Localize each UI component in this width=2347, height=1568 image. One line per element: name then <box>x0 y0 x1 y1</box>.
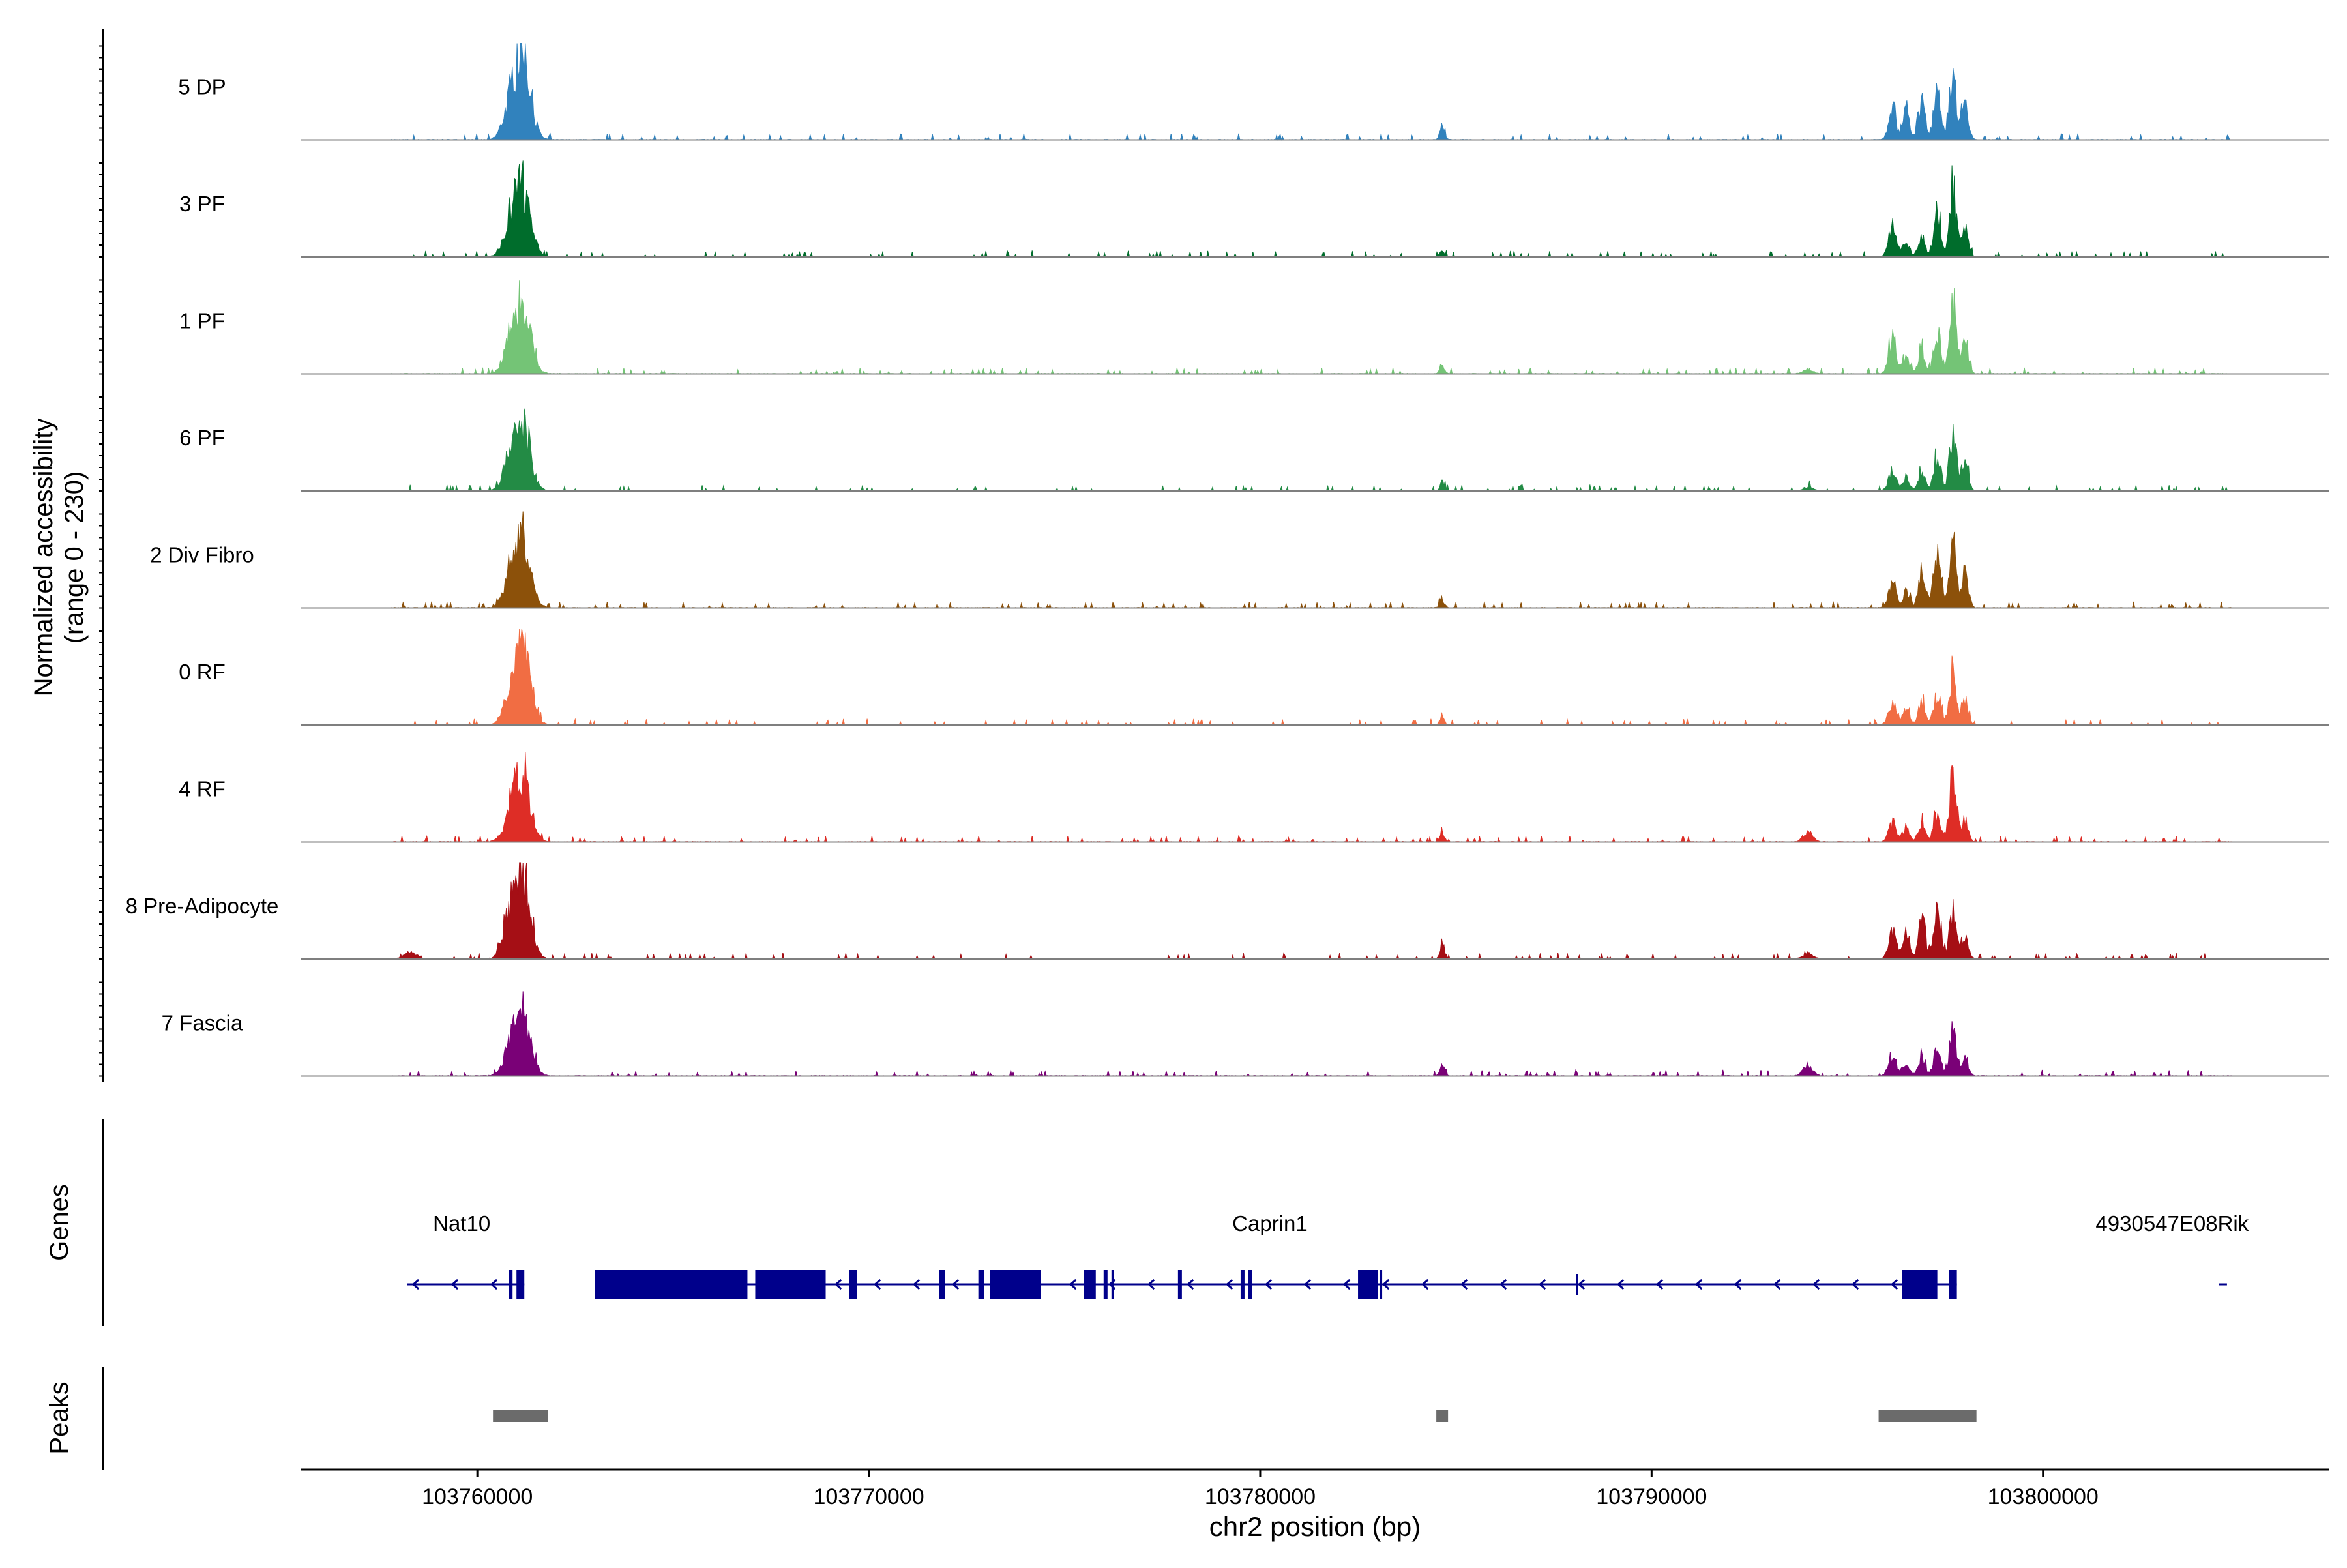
track-3-pf: 3 PF <box>179 160 2329 258</box>
coverage-area <box>391 280 2232 375</box>
gene-exon <box>1358 1270 1378 1299</box>
gene-label-4930547e08rik: 4930547E08Rik <box>2095 1211 2249 1235</box>
coverage-area <box>391 408 2232 492</box>
track-8-pre-adipocyte: 8 Pre-Adipocyte <box>126 862 2329 960</box>
x-tick-label: 103770000 <box>813 1485 924 1509</box>
strand-arrow <box>1617 1279 1625 1290</box>
track-label: 0 RF <box>179 660 226 684</box>
strand-arrow <box>450 1279 459 1290</box>
track-label: 6 PF <box>179 426 225 450</box>
gene-exon <box>1380 1270 1383 1299</box>
strand-arrow <box>874 1279 881 1290</box>
gene-track: Genes Nat10 Caprin1 4930547E08Rik <box>45 1119 2249 1326</box>
strand-arrow <box>1069 1279 1077 1290</box>
gene-exon <box>755 1270 826 1299</box>
gene-exon <box>1949 1270 1957 1299</box>
strand-arrow <box>952 1279 960 1290</box>
coverage-tracks: 5 DP 3 PF 1 PF 6 PF 2 Div Fibro 0 RF 4 RF 8 Pre… <box>126 43 2329 1078</box>
strand-arrow <box>913 1279 921 1290</box>
gene-exon <box>1248 1270 1252 1299</box>
strand-arrow <box>1695 1279 1703 1290</box>
x-axis: chr2 position (bp) 103760000 103770000 103… <box>301 1468 2329 1542</box>
track-0-rf: 0 RF <box>179 628 2329 726</box>
x-tick-label: 103800000 <box>1988 1485 2099 1509</box>
gene-exon <box>1111 1270 1114 1299</box>
track-6-pf: 6 PF <box>179 408 2329 492</box>
x-tick-label: 103760000 <box>422 1485 533 1509</box>
coverage-area <box>391 862 2232 960</box>
strand-arrow <box>490 1279 498 1290</box>
coverage-area <box>391 43 2232 141</box>
strand-arrow <box>1891 1279 1898 1290</box>
strand-arrow <box>1656 1279 1664 1290</box>
genes-track-label: Genes <box>45 1184 74 1261</box>
gene-exon <box>516 1270 525 1299</box>
gene-exon <box>978 1270 984 1299</box>
track-1-pf: 1 PF <box>179 280 2329 375</box>
strand-arrow <box>1147 1279 1155 1290</box>
track-2-div-fibro: 2 Div Fibro <box>150 511 2329 610</box>
coverage-area <box>391 628 2232 726</box>
gene-exon <box>509 1270 513 1299</box>
track-7-fascia: 7 Fascia <box>162 991 2329 1078</box>
strand-arrow <box>1226 1279 1233 1290</box>
gene-exon <box>1103 1270 1108 1299</box>
track-4-rf: 4 RF <box>179 752 2329 843</box>
peaks-track-label: Peaks <box>45 1382 74 1454</box>
track-label: 5 DP <box>178 75 226 99</box>
track-label: 4 RF <box>179 777 226 801</box>
coverage-area <box>391 160 2232 258</box>
gene-exon <box>1902 1270 1938 1299</box>
strand-arrow <box>1343 1279 1351 1290</box>
coverage-area <box>391 991 2232 1078</box>
coverage-area <box>391 752 2232 843</box>
strand-arrow <box>1187 1279 1194 1290</box>
gene-exon <box>1240 1270 1245 1299</box>
coverage-area <box>391 511 2232 610</box>
strand-arrow <box>1421 1279 1429 1290</box>
strand-arrow <box>1578 1279 1586 1290</box>
peak-region <box>1436 1410 1449 1422</box>
peak-region <box>493 1410 548 1422</box>
strand-arrow <box>1852 1279 1859 1290</box>
strand-arrow <box>1265 1279 1273 1290</box>
gene-exon <box>939 1270 945 1299</box>
peaks-track: Peaks <box>45 1367 1977 1470</box>
strand-arrow <box>1539 1279 1546 1290</box>
track-label: 7 Fascia <box>162 1011 243 1035</box>
strand-arrow <box>1734 1279 1742 1290</box>
peak-region <box>1878 1410 1977 1422</box>
strand-arrow <box>1499 1279 1507 1290</box>
x-tick-label: 103790000 <box>1596 1485 1707 1509</box>
x-tick-label: 103780000 <box>1205 1485 1316 1509</box>
coverage-y-axis: Normalized accessibility (range 0 - 230) <box>29 29 104 1082</box>
strand-arrow <box>1304 1279 1312 1290</box>
gene-exon <box>1084 1270 1096 1299</box>
y-axis-title-line1: Normalized accessibility <box>29 419 58 697</box>
strand-arrow <box>1812 1279 1820 1290</box>
gene-exon <box>990 1270 1041 1299</box>
gene-exon <box>1177 1270 1182 1299</box>
track-label: 1 PF <box>179 309 225 333</box>
strand-arrow <box>1773 1279 1781 1290</box>
gene-label-nat10: Nat10 <box>433 1211 490 1235</box>
strand-arrow <box>411 1279 420 1290</box>
track-label: 3 PF <box>179 192 225 216</box>
gene-exon <box>849 1270 857 1299</box>
strand-arrow <box>834 1279 842 1290</box>
gene-label-caprin1: Caprin1 <box>1232 1211 1308 1235</box>
y-axis-title-line2: (range 0 - 230) <box>60 471 89 644</box>
x-axis-title: chr2 position (bp) <box>1209 1511 1421 1542</box>
strand-arrow <box>1460 1279 1468 1290</box>
track-label: 2 Div Fibro <box>150 543 254 567</box>
track-5-dp: 5 DP <box>178 43 2329 141</box>
strand-arrow <box>1382 1279 1390 1290</box>
gene-exon <box>595 1270 748 1299</box>
track-label: 8 Pre-Adipocyte <box>126 894 279 918</box>
